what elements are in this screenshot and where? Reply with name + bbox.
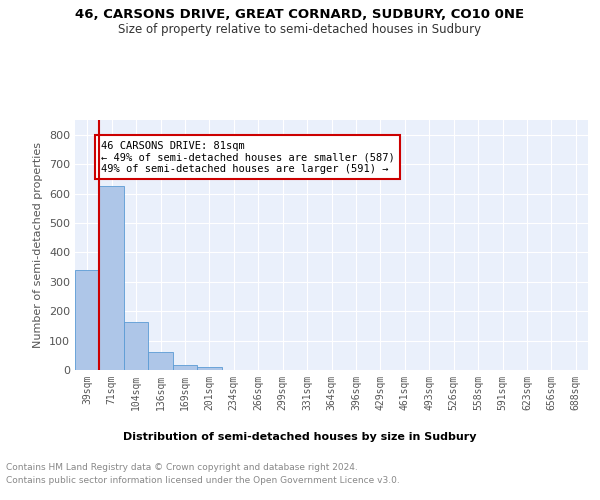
Text: Size of property relative to semi-detached houses in Sudbury: Size of property relative to semi-detach… xyxy=(118,22,482,36)
Y-axis label: Number of semi-detached properties: Number of semi-detached properties xyxy=(34,142,43,348)
Bar xyxy=(100,186,124,370)
Bar xyxy=(124,322,148,370)
Bar xyxy=(148,352,173,370)
Text: 46, CARSONS DRIVE, GREAT CORNARD, SUDBURY, CO10 0NE: 46, CARSONS DRIVE, GREAT CORNARD, SUDBUR… xyxy=(76,8,524,20)
Text: Contains public sector information licensed under the Open Government Licence v3: Contains public sector information licen… xyxy=(6,476,400,485)
Bar xyxy=(75,270,100,370)
Bar xyxy=(173,366,197,370)
Text: 46 CARSONS DRIVE: 81sqm
← 49% of semi-detached houses are smaller (587)
49% of s: 46 CARSONS DRIVE: 81sqm ← 49% of semi-de… xyxy=(101,140,394,174)
Text: Distribution of semi-detached houses by size in Sudbury: Distribution of semi-detached houses by … xyxy=(123,432,477,442)
Text: Contains HM Land Registry data © Crown copyright and database right 2024.: Contains HM Land Registry data © Crown c… xyxy=(6,462,358,471)
Bar xyxy=(197,367,221,370)
